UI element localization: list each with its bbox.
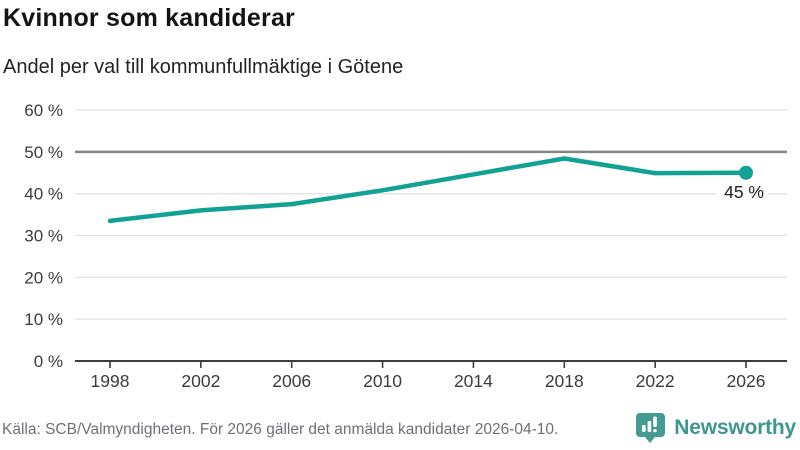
svg-text:60 %: 60 % xyxy=(24,101,63,120)
svg-text:2002: 2002 xyxy=(181,371,220,391)
svg-text:30 %: 30 % xyxy=(24,227,63,246)
footer: Källa: SCB/Valmyndigheten. För 2026 gäll… xyxy=(0,410,800,450)
svg-text:2018: 2018 xyxy=(545,371,584,391)
svg-text:50 %: 50 % xyxy=(24,143,63,162)
svg-text:2010: 2010 xyxy=(363,371,402,391)
newsworthy-speech-bubble-bar-chart-icon xyxy=(636,413,666,443)
svg-text:2014: 2014 xyxy=(454,371,493,391)
page-title: Kvinnor som kandiderar xyxy=(3,4,295,32)
brand-name: Newsworthy xyxy=(674,416,796,439)
svg-text:0 %: 0 % xyxy=(34,352,63,371)
data-line xyxy=(107,156,749,224)
svg-text:2026: 2026 xyxy=(727,371,766,391)
gridlines xyxy=(75,109,787,320)
x-axis xyxy=(75,360,787,368)
svg-text:10 %: 10 % xyxy=(24,310,63,329)
end-value-label: 45 % xyxy=(724,182,764,202)
svg-text:2022: 2022 xyxy=(636,371,675,391)
x-axis-labels: 1998 2002 2006 2010 2014 2018 2022 2026 xyxy=(91,371,766,391)
page-subtitle: Andel per val till kommunfullmäktige i G… xyxy=(3,56,404,78)
source-note: Källa: SCB/Valmyndigheten. För 2026 gäll… xyxy=(2,421,559,438)
line-chart: 0 % 10 % 20 % 30 % 40 % 50 % 60 % 1998 2002 2006 2… xyxy=(24,101,787,391)
svg-text:2006: 2006 xyxy=(272,371,311,391)
svg-text:20 %: 20 % xyxy=(24,268,63,287)
end-point-marker xyxy=(739,165,753,180)
newsworthy-logo: Newsworthy xyxy=(635,412,796,444)
end-label-backdrop xyxy=(716,181,768,202)
svg-text:40 %: 40 % xyxy=(24,185,63,204)
svg-text:1998: 1998 xyxy=(91,371,130,391)
y-axis-labels: 0 % 10 % 20 % 30 % 40 % 50 % 60 % xyxy=(24,101,63,371)
